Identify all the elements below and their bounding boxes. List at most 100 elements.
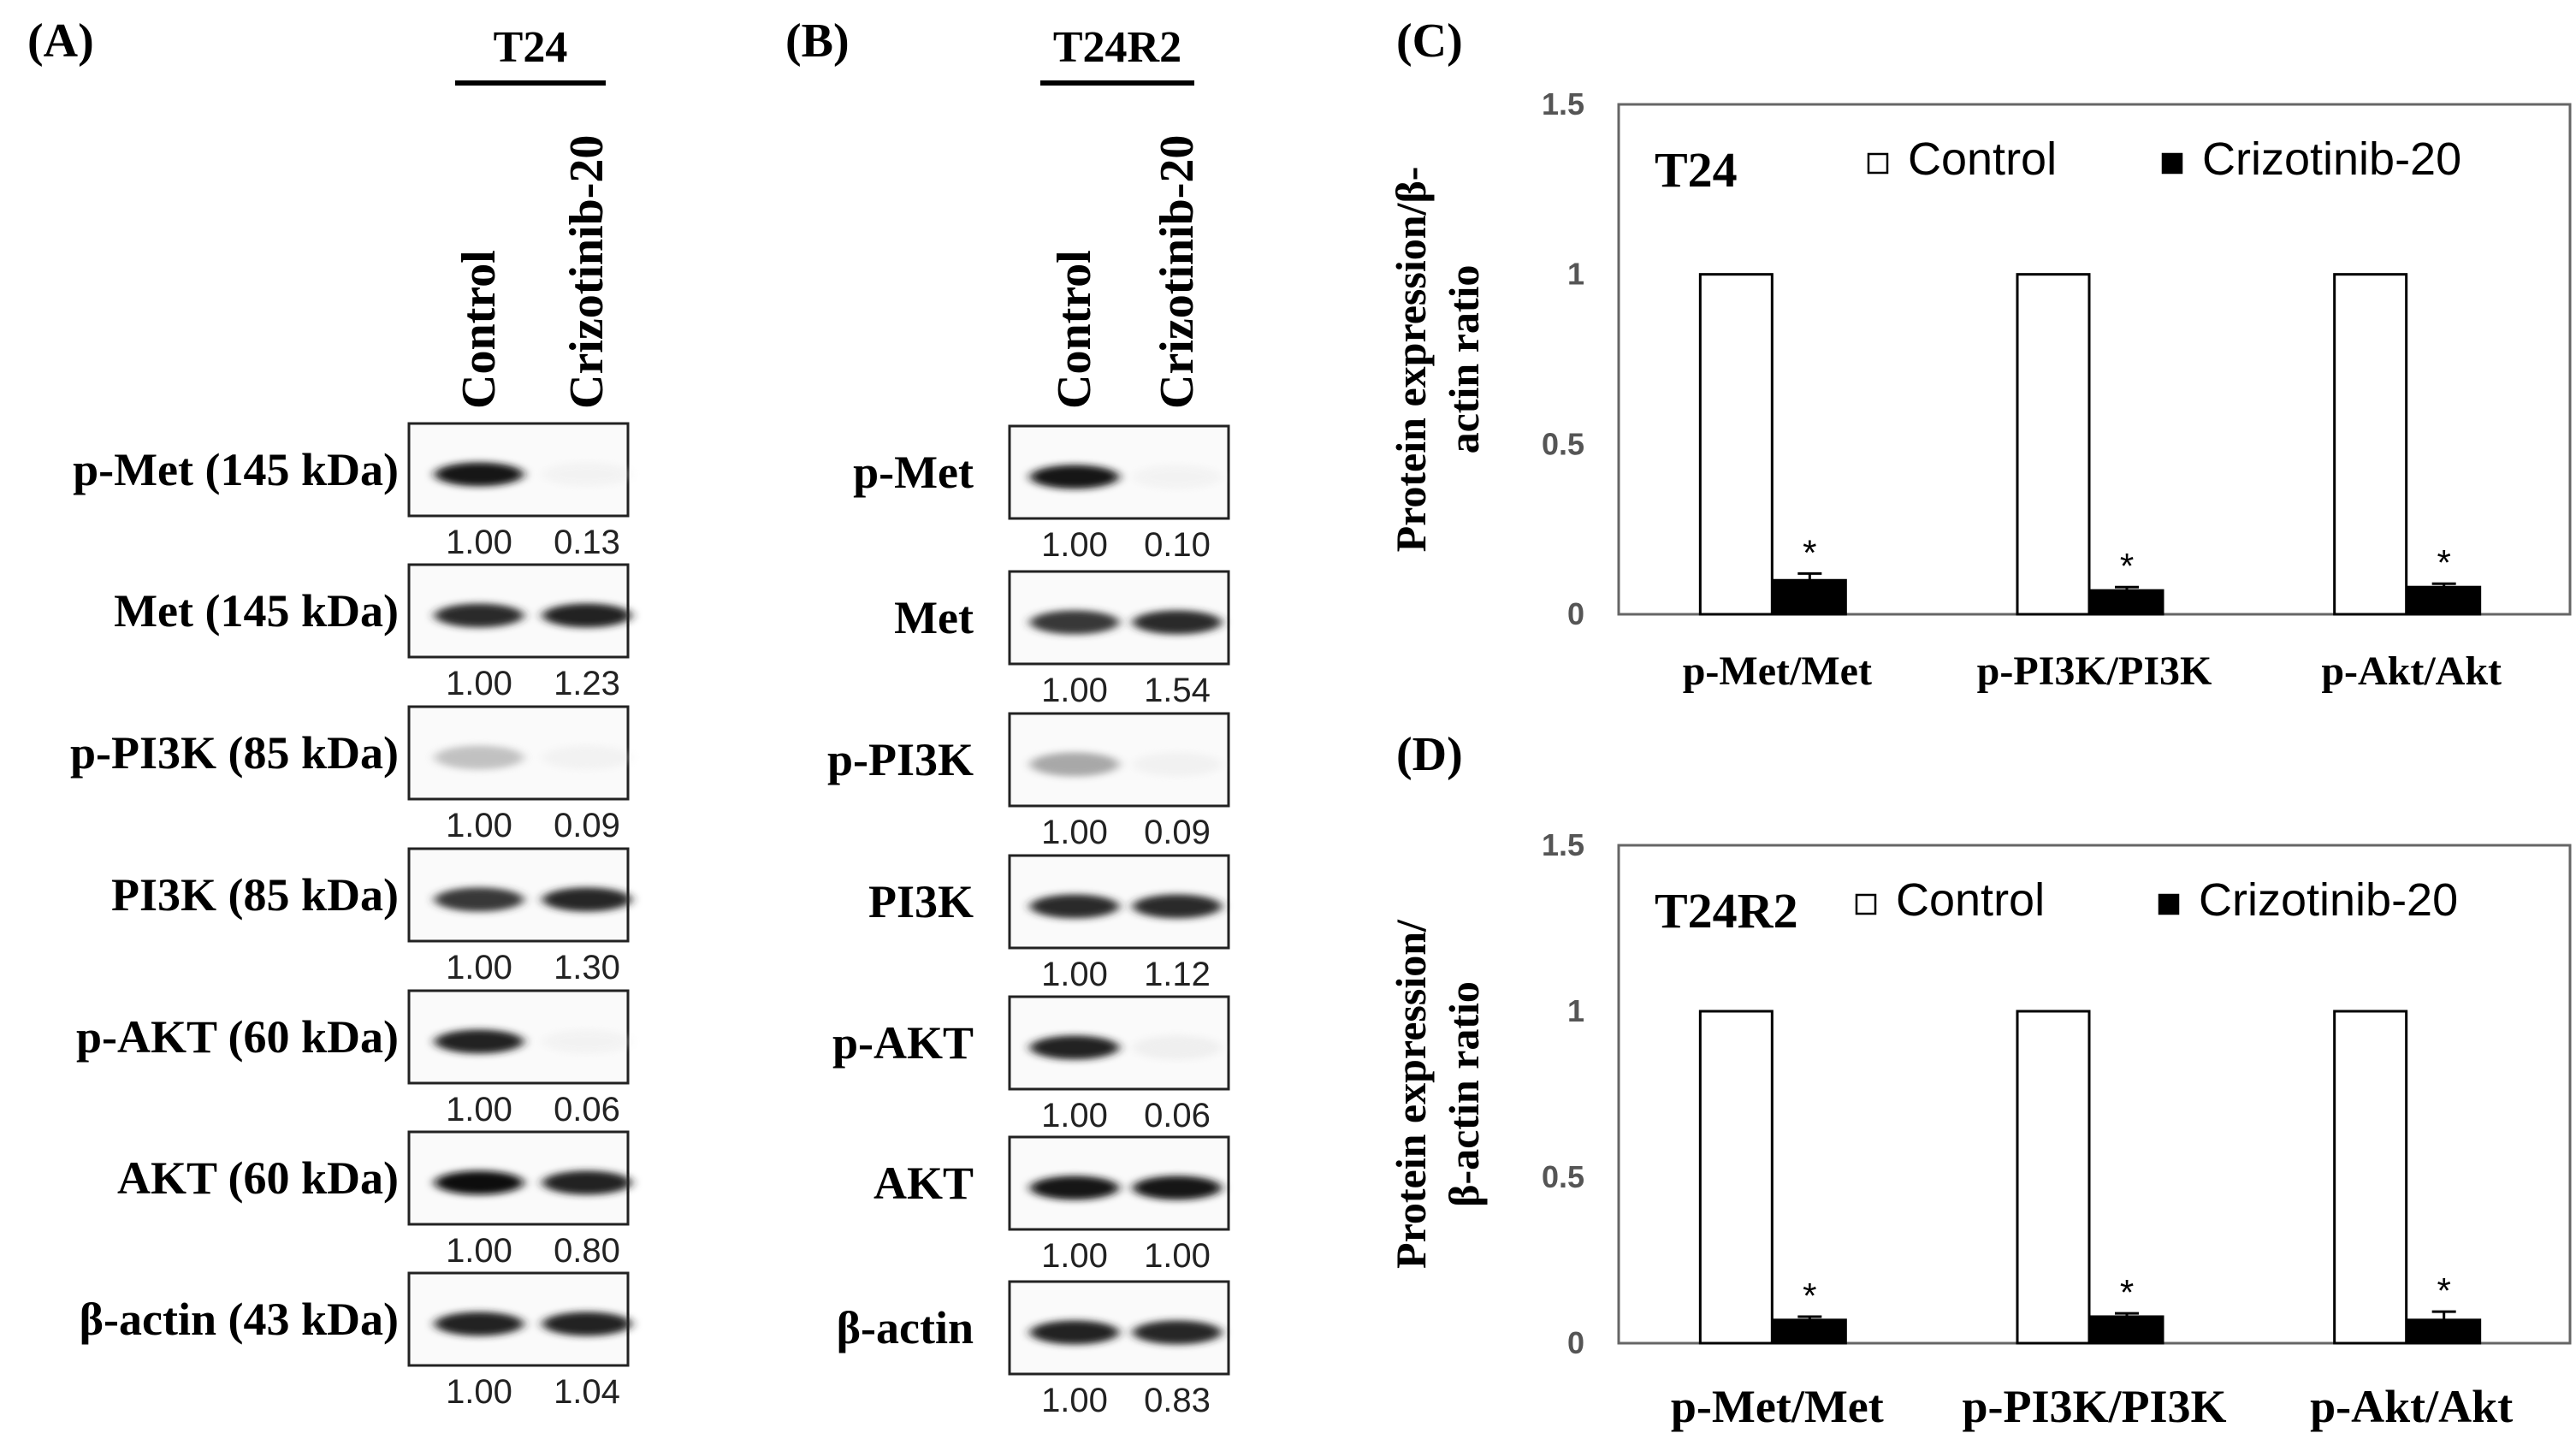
panel-letter: (A) — [27, 15, 94, 68]
protein-band — [542, 462, 631, 487]
legend-label: Crizotinib-20 — [2202, 133, 2461, 185]
blot-row: p-Met (145 kDa) 1.00 0.13 — [73, 422, 631, 561]
protein-band — [542, 745, 631, 770]
y-tick-label: 1.5 — [1542, 86, 1584, 121]
protein-band — [1133, 894, 1222, 919]
bar-control — [2016, 273, 2091, 616]
protein-band — [1030, 1176, 1119, 1200]
protein-label: Met — [894, 592, 974, 643]
bar-control — [1698, 1010, 1774, 1345]
densitometry-value: 1.00 — [446, 807, 512, 844]
densitometry-value: 1.54 — [1144, 672, 1211, 709]
protein-band — [1030, 1035, 1119, 1060]
densitometry-value: 1.30 — [554, 949, 620, 986]
blot-row: p-AKT (60 kDa) 1.00 0.06 — [76, 989, 631, 1128]
blot-row: Met (145 kDa) 1.00 1.23 — [114, 563, 631, 702]
densitometry-value: 1.00 — [1144, 1237, 1211, 1275]
densitometry-value: 0.13 — [554, 524, 620, 561]
densitometry-value: 1.00 — [446, 1232, 512, 1270]
blot-row: p-AKT 1.00 0.06 — [832, 995, 1230, 1134]
protein-label: p-PI3K (85 kDa) — [70, 727, 399, 779]
legend-swatch — [2158, 893, 2180, 915]
densitometry-value: 1.00 — [1041, 956, 1108, 993]
protein-label: PI3K (85 kDa) — [111, 869, 399, 921]
bar-crizotinib — [2089, 589, 2164, 616]
significance-marker: * — [2437, 1270, 2450, 1311]
densitometry-value: 1.00 — [446, 1373, 512, 1411]
y-axis-label-line: actin ratio — [1440, 265, 1488, 454]
densitometry-value: 0.09 — [1144, 814, 1211, 851]
bar-crizotinib — [2089, 1315, 2164, 1345]
significance-marker: * — [1803, 1276, 1816, 1316]
panel-letter: (B) — [785, 15, 850, 68]
cell-line-title: T24R2 — [1053, 23, 1181, 72]
y-tick-label: 0.5 — [1542, 1159, 1584, 1194]
densitometry-value: 1.00 — [446, 1091, 512, 1128]
blot-row: Met 1.00 1.54 — [894, 570, 1230, 709]
protein-band — [435, 887, 524, 912]
densitometry-value: 0.83 — [1144, 1382, 1211, 1419]
protein-band — [542, 603, 631, 628]
cell-line-underline — [1040, 80, 1194, 86]
blot-row: PI3K 1.00 1.12 — [868, 854, 1230, 993]
cell-line-underline — [455, 80, 606, 86]
x-category-label: p-PI3K/PI3K — [1977, 648, 2212, 694]
blot-row: β-actin 1.00 0.83 — [837, 1280, 1230, 1419]
lane-label: Control — [453, 250, 506, 409]
protein-band — [1133, 465, 1222, 489]
significance-marker: * — [2120, 1272, 2134, 1312]
lane-label: Crizotinib-20 — [560, 135, 613, 409]
significance-marker: * — [2437, 542, 2450, 583]
densitometry-value: 1.00 — [446, 665, 512, 702]
protein-band — [1030, 894, 1119, 919]
densitometry-value: 0.09 — [554, 807, 620, 844]
x-category-label: p-PI3K/PI3K — [1962, 1381, 2226, 1432]
densitometry-value: 1.23 — [554, 665, 620, 702]
y-tick-label: 1 — [1567, 993, 1584, 1028]
densitometry-value: 1.00 — [1041, 814, 1108, 851]
protein-band — [1133, 1320, 1222, 1345]
legend-swatch — [1855, 893, 1877, 915]
densitometry-value: 1.12 — [1144, 956, 1211, 993]
bar-crizotinib — [2407, 1318, 2482, 1345]
bar-control — [2333, 1010, 2408, 1345]
protein-label: β-actin — [837, 1302, 974, 1353]
blot-row: β-actin (43 kDa) 1.00 1.04 — [80, 1271, 631, 1411]
legend-swatch — [1867, 152, 1889, 175]
bar-control — [2016, 1010, 2091, 1345]
protein-label: p-Met — [853, 447, 974, 498]
densitometry-value: 1.00 — [1041, 1097, 1108, 1134]
protein-label: PI3K — [868, 876, 974, 927]
densitometry-value: 0.80 — [554, 1232, 620, 1270]
lane-label: Crizotinib-20 — [1151, 135, 1204, 409]
panel-d-bar-chart: (D) 0 0.5 1 1.5 Protein expression/β-actin ra… — [1387, 728, 2572, 1432]
protein-label: p-Met (145 kDa) — [73, 444, 399, 495]
blot-row: AKT 1.00 1.00 — [873, 1135, 1230, 1275]
protein-band — [435, 1029, 524, 1054]
densitometry-value: 1.00 — [1041, 526, 1108, 564]
protein-band — [1030, 752, 1119, 777]
blot-row: p-Met 1.00 0.10 — [853, 424, 1230, 564]
y-axis-label-line: Protein expression/β- — [1387, 167, 1435, 553]
legend-swatch — [2161, 152, 2183, 175]
x-category-label: p-Met/Met — [1683, 648, 1872, 694]
panel-letter: (C) — [1396, 15, 1463, 68]
protein-label: Met (145 kDa) — [114, 585, 399, 637]
protein-band — [542, 887, 631, 912]
bar-crizotinib — [1772, 578, 1847, 616]
protein-band — [1030, 1320, 1119, 1345]
x-category-label: p-Akt/Akt — [2310, 1381, 2513, 1432]
y-axis-label: Protein expression/β-actin ratio — [1387, 919, 1488, 1269]
protein-band — [435, 462, 524, 487]
cell-line-title: T24 — [494, 23, 568, 72]
blot-row: AKT (60 kDa) 1.00 0.80 — [117, 1130, 631, 1270]
protein-band — [542, 1029, 631, 1054]
protein-band — [1133, 610, 1222, 635]
protein-label: p-AKT (60 kDa) — [76, 1011, 399, 1063]
y-tick-label: 1 — [1567, 257, 1584, 292]
protein-band — [435, 1312, 524, 1336]
y-tick-label: 0.5 — [1542, 426, 1584, 461]
significance-marker: * — [2120, 546, 2134, 586]
y-axis-label-line: Protein expression/ — [1387, 919, 1435, 1269]
